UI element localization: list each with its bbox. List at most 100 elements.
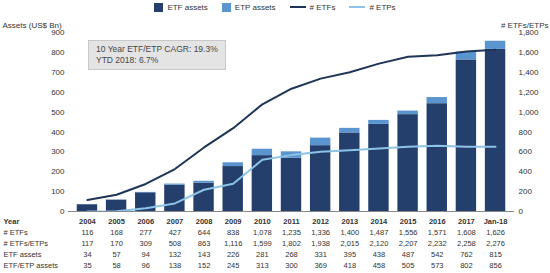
svg-text:0: 0 <box>60 207 65 216</box>
svg-text:500: 500 <box>51 108 65 117</box>
svg-text:1,556: 1,556 <box>399 228 418 237</box>
svg-text:573: 573 <box>431 261 444 270</box>
svg-text:200: 200 <box>51 167 65 176</box>
svg-text:800: 800 <box>51 48 65 57</box>
svg-text:802: 802 <box>460 261 473 270</box>
svg-text:508: 508 <box>169 239 182 248</box>
svg-text:2,232: 2,232 <box>428 239 447 248</box>
svg-text:1,200: 1,200 <box>519 88 540 97</box>
svg-text:170: 170 <box>110 239 123 248</box>
svg-text:35: 35 <box>83 261 91 270</box>
svg-text:1,400: 1,400 <box>340 228 359 237</box>
svg-text:2,276: 2,276 <box>486 239 505 248</box>
svg-text:400: 400 <box>51 128 65 137</box>
svg-text:96: 96 <box>142 261 150 270</box>
svg-text:395: 395 <box>344 250 357 259</box>
svg-text:2013: 2013 <box>341 217 358 226</box>
svg-text:542: 542 <box>431 250 444 259</box>
svg-text:400: 400 <box>519 167 533 176</box>
svg-text:2005: 2005 <box>108 217 125 226</box>
svg-text:1,235: 1,235 <box>282 228 301 237</box>
svg-text:1,599: 1,599 <box>253 239 272 248</box>
svg-text:2014: 2014 <box>371 217 389 226</box>
svg-text:762: 762 <box>460 250 473 259</box>
svg-text:438: 438 <box>373 250 386 259</box>
svg-text:# ETFs: # ETFs <box>4 228 28 237</box>
svg-text:2017: 2017 <box>458 217 475 226</box>
svg-text:2,120: 2,120 <box>370 239 389 248</box>
svg-text:458: 458 <box>373 261 386 270</box>
svg-text:800: 800 <box>519 128 533 137</box>
svg-text:2012: 2012 <box>312 217 329 226</box>
svg-text:Jan-18: Jan-18 <box>484 217 508 226</box>
svg-text:226: 226 <box>227 250 240 259</box>
svg-text:2016: 2016 <box>429 217 446 226</box>
svg-text:1,078: 1,078 <box>253 228 272 237</box>
svg-text:1,336: 1,336 <box>311 228 330 237</box>
svg-text:34: 34 <box>83 250 91 259</box>
svg-text:856: 856 <box>489 261 502 270</box>
svg-text:200: 200 <box>519 187 533 196</box>
svg-text:94: 94 <box>142 250 150 259</box>
svg-text:0: 0 <box>519 207 524 216</box>
svg-text:2,015: 2,015 <box>340 239 359 248</box>
svg-text:2009: 2009 <box>225 217 242 226</box>
svg-text:Year: Year <box>4 217 20 226</box>
svg-text:1,571: 1,571 <box>428 228 447 237</box>
svg-text:143: 143 <box>198 250 211 259</box>
svg-text:863: 863 <box>198 239 211 248</box>
svg-text:# ETFs/ETPs: # ETFs/ETPs <box>4 239 49 248</box>
svg-text:1,938: 1,938 <box>311 239 330 248</box>
svg-text:300: 300 <box>285 261 298 270</box>
svg-text:2004: 2004 <box>79 217 97 226</box>
svg-text:168: 168 <box>110 228 123 237</box>
svg-text:2015: 2015 <box>400 217 417 226</box>
svg-text:281: 281 <box>256 250 269 259</box>
svg-text:1,802: 1,802 <box>282 239 301 248</box>
svg-text:2,258: 2,258 <box>457 239 476 248</box>
svg-text:57: 57 <box>112 250 120 259</box>
svg-text:1,000: 1,000 <box>519 108 540 117</box>
svg-text:300: 300 <box>51 147 65 156</box>
svg-text:Assets (US$ Bn): Assets (US$ Bn) <box>3 21 62 30</box>
svg-text:138: 138 <box>169 261 182 270</box>
svg-text:58: 58 <box>112 261 120 270</box>
svg-text:309: 309 <box>139 239 152 248</box>
svg-text:600: 600 <box>519 147 533 156</box>
svg-text:700: 700 <box>51 68 65 77</box>
svg-text:1,608: 1,608 <box>457 228 476 237</box>
svg-text:838: 838 <box>227 228 240 237</box>
svg-text:644: 644 <box>198 228 211 237</box>
svg-text:1,487: 1,487 <box>370 228 389 237</box>
svg-text:152: 152 <box>198 261 211 270</box>
svg-text:2007: 2007 <box>167 217 184 226</box>
svg-text:116: 116 <box>81 228 93 237</box>
svg-text:1,400: 1,400 <box>519 68 540 77</box>
svg-text:117: 117 <box>81 239 93 248</box>
svg-text:815: 815 <box>489 250 502 259</box>
svg-text:277: 277 <box>139 228 152 237</box>
svg-text:2008: 2008 <box>196 217 213 226</box>
svg-text:418: 418 <box>344 261 357 270</box>
svg-text:331: 331 <box>314 250 327 259</box>
svg-text:487: 487 <box>402 250 415 259</box>
svg-text:100: 100 <box>51 187 65 196</box>
svg-text:268: 268 <box>285 250 298 259</box>
svg-text:132: 132 <box>169 250 182 259</box>
svg-text:ETF/ETP assets: ETF/ETP assets <box>4 261 59 270</box>
svg-text:245: 245 <box>227 261 240 270</box>
svg-text:313: 313 <box>256 261 269 270</box>
svg-text:369: 369 <box>314 261 327 270</box>
svg-text:2011: 2011 <box>283 217 299 226</box>
svg-text:600: 600 <box>51 88 65 97</box>
svg-text:505: 505 <box>402 261 415 270</box>
svg-text:ETF assets: ETF assets <box>4 250 42 259</box>
svg-text:427: 427 <box>169 228 182 237</box>
svg-text:1,600: 1,600 <box>519 48 540 57</box>
svg-text:1,116: 1,116 <box>224 239 242 248</box>
svg-text:2,207: 2,207 <box>399 239 418 248</box>
svg-text:1,800: 1,800 <box>519 28 540 37</box>
svg-text:2006: 2006 <box>137 217 154 226</box>
svg-text:2010: 2010 <box>254 217 271 226</box>
svg-text:1,626: 1,626 <box>486 228 505 237</box>
